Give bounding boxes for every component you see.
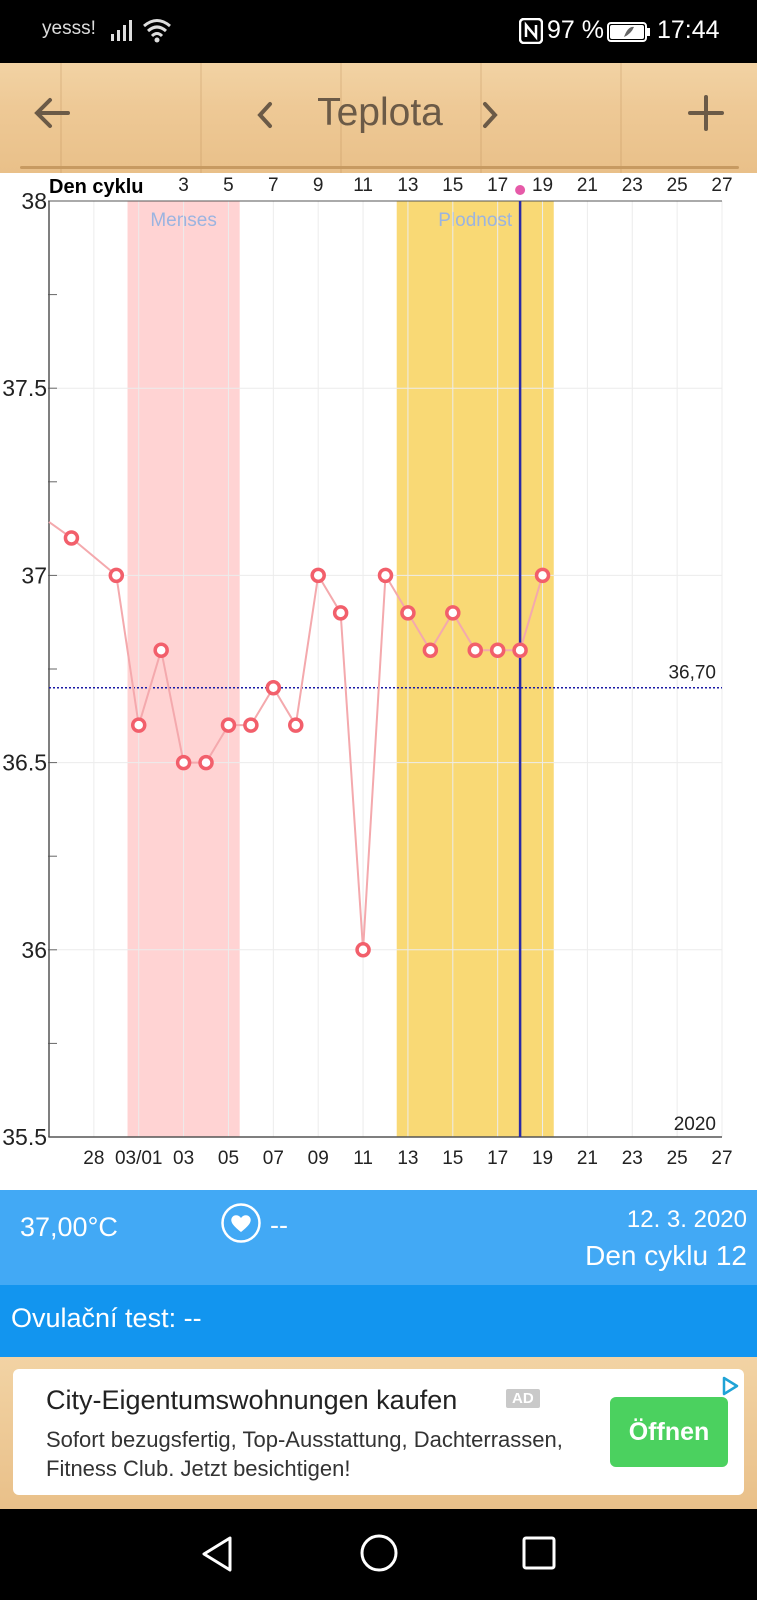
cycle-day-axis-label: Den cyklu: [49, 176, 144, 198]
bottom-tick-label: 17: [487, 1148, 508, 1169]
temperature-point: [355, 942, 371, 958]
temperature-point: [400, 605, 416, 621]
y-tick-label: 37.5: [2, 375, 47, 401]
temperature-point: [310, 567, 326, 584]
bottom-tick-label: 23: [622, 1148, 643, 1169]
current-day-dot: [515, 185, 526, 195]
carrier-name: yesss!: [42, 18, 96, 39]
temperature-point: [243, 717, 259, 733]
bottom-tick-label: 21: [577, 1148, 598, 1169]
y-tick-label: 36: [21, 937, 47, 963]
temperature-point: [422, 642, 439, 659]
top-tick-label: 11: [353, 175, 373, 196]
ad-open-button[interactable]: Öffnen: [610, 1397, 728, 1467]
nav-recent-icon[interactable]: [521, 1535, 557, 1571]
temperature-point: [288, 717, 304, 733]
top-tick-label: 15: [442, 175, 463, 196]
selected-date: 12. 3. 2020: [626, 1206, 747, 1233]
info-bar[interactable]: 37,00°C -- 12. 3. 2020 Den cyklu 12: [0, 1190, 757, 1285]
top-tick-label: 9: [313, 175, 324, 196]
bottom-tick-label: 03/01: [115, 1148, 163, 1169]
top-tick-label: 25: [667, 175, 688, 196]
top-tick-label: 7: [268, 175, 279, 196]
cycle-day-label: Den cyklu 12: [585, 1240, 747, 1271]
bottom-tick-label: 25: [667, 1148, 688, 1169]
top-tick-label: 21: [577, 175, 598, 196]
top-tick-label: 3: [178, 175, 189, 196]
adchoices-icon[interactable]: [719, 1375, 741, 1397]
year-label: 2020: [674, 1114, 716, 1135]
nfc-icon: [519, 18, 543, 44]
wood-texture: [0, 63, 757, 173]
bottom-tick-label: 27: [711, 1148, 732, 1169]
temperature-point: [512, 642, 528, 659]
battery-icon: [607, 22, 650, 42]
y-tick-label: 35.5: [2, 1124, 47, 1150]
bottom-tick-label: 07: [263, 1148, 284, 1169]
ad-card[interactable]: City-Eigentumswohnungen kaufen AD Sofort…: [13, 1369, 744, 1495]
ad-banner: City-Eigentumswohnungen kaufen AD Sofort…: [0, 1357, 757, 1509]
temperature-point: [534, 567, 551, 584]
coverline-label: 36,70: [668, 663, 716, 684]
clock: 17:44: [657, 16, 720, 44]
ad-title[interactable]: City-Eigentumswohnungen kaufen: [46, 1385, 458, 1415]
temperature-point: [220, 717, 237, 733]
nav-back-icon[interactable]: [199, 1534, 235, 1574]
bottom-tick-label: 05: [218, 1148, 239, 1169]
temperature-chart[interactable]: Menses Plodnost 35.5 36 36.5 37 37.5 38 3 5 7 9 11 13…: [0, 173, 757, 1190]
bottom-tick-label: 03: [173, 1148, 194, 1169]
y-tick-label: 36.5: [2, 750, 47, 776]
chevron-right-icon[interactable]: [475, 95, 505, 135]
bottom-tick-label: 11: [353, 1148, 373, 1169]
ad-description: Sofort bezugsfertig, Top-Ausstattung, Da…: [46, 1427, 563, 1481]
temperature-point: [175, 754, 192, 771]
selected-temperature: 37,00°C: [20, 1212, 118, 1242]
y-tick-label: 38: [21, 188, 47, 214]
band-plodnost: [396, 201, 554, 1137]
status-bar: yesss! 97 % 17:44: [0, 0, 757, 63]
wifi-icon: [143, 19, 171, 43]
top-tick-label: 5: [223, 175, 234, 196]
top-tick-label: 19: [532, 175, 553, 196]
temperature-point: [108, 567, 125, 584]
band-label-plodnost: Plodnost: [438, 210, 513, 231]
bottom-tick-label: 15: [442, 1148, 463, 1169]
signal-icon: [111, 20, 132, 41]
temperature-point: [467, 642, 483, 659]
temperature-point: [489, 642, 506, 659]
temperature-point: [265, 679, 282, 696]
top-tick-label: 17: [487, 175, 508, 196]
battery-percent: 97 %: [547, 16, 604, 44]
temperature-point: [377, 567, 394, 584]
arrow-left-icon[interactable]: [30, 91, 74, 135]
ovulation-test-label: Ovulační test: --: [11, 1303, 202, 1333]
chevron-left-icon[interactable]: [250, 95, 280, 135]
nav-home-icon[interactable]: [359, 1533, 399, 1573]
intercourse-value: --: [270, 1210, 288, 1240]
temperature-point: [153, 642, 169, 659]
bottom-tick-label: 13: [397, 1148, 418, 1169]
temperature-point: [445, 605, 461, 621]
top-tick-label: 27: [711, 175, 732, 196]
ovulation-test-bar[interactable]: Ovulační test: --: [0, 1285, 757, 1357]
temperature-point: [332, 605, 349, 621]
temperature-point: [130, 717, 147, 733]
plus-icon[interactable]: [684, 91, 728, 135]
top-tick-label: 13: [397, 175, 418, 196]
heart-icon[interactable]: [220, 1202, 262, 1244]
top-tick-label: 23: [622, 175, 643, 196]
page-title: Teplota: [317, 91, 443, 134]
toolbar: Teplota: [0, 63, 757, 173]
system-nav-bar: [0, 1509, 757, 1600]
temperature-point: [198, 754, 214, 771]
bottom-tick-label: 19: [532, 1148, 553, 1169]
ad-badge: AD: [506, 1389, 540, 1408]
bottom-tick-label: 09: [308, 1148, 329, 1169]
y-tick-label: 37: [21, 562, 47, 588]
bottom-tick-label: 28: [83, 1148, 104, 1169]
temperature-point: [63, 530, 80, 546]
